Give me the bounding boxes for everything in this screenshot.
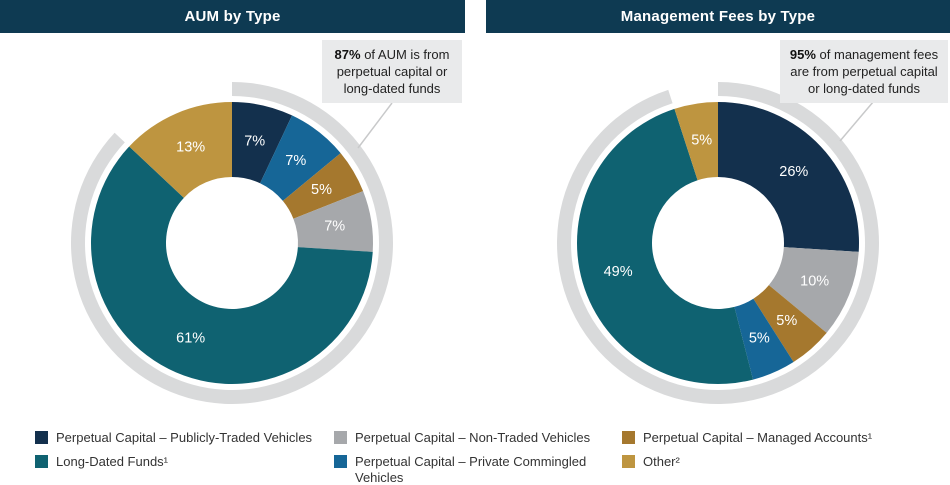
legend-swatch-gold <box>622 455 635 468</box>
legend-swatch-gray <box>334 431 347 444</box>
segment-label: 26% <box>779 164 808 180</box>
segment-label: 61% <box>176 330 205 346</box>
donut-chart-aum: 7% 7% 5% 7% 61% 13% <box>70 82 393 404</box>
donut-chart-fees: 26% 10% 5% 5% 49% 5% <box>557 82 880 405</box>
legend-label: Perpetual Capital – Private Commingled V… <box>355 454 587 485</box>
callout-text: of management fees are from perpetual ca… <box>790 47 939 97</box>
donut-segment-gray <box>768 247 859 333</box>
donut-segment-gold <box>674 102 718 181</box>
segment-label: 7% <box>285 153 306 169</box>
legend-item-non-traded: Perpetual Capital – Non-Traded Vehicles <box>334 430 590 446</box>
chart-title: AUM by Type <box>184 8 281 25</box>
donut-segment-navy <box>718 102 859 252</box>
segment-label: 7% <box>244 134 265 150</box>
legend-label: Other² <box>643 454 680 469</box>
segment-label: 10% <box>800 273 829 289</box>
callout-fees: 95% of management fees are from perpetua… <box>780 40 948 104</box>
legend: Perpetual Capital – Publicly-Traded Vehi… <box>0 425 950 485</box>
chart-title: Management Fees by Type <box>620 8 816 25</box>
legend-item-long-dated-funds: Long-Dated Funds¹ <box>35 454 168 470</box>
donut-segment-teal <box>90 146 373 384</box>
chart-panel-fees: 26% 10% 5% 5% 49% 5% Management Fees by Type … <box>486 0 950 420</box>
segment-label: 5% <box>691 132 712 148</box>
callout-percent: 95% <box>789 47 816 62</box>
segment-label: 5% <box>749 330 770 346</box>
legend-swatch-teal <box>35 455 48 468</box>
donut-segment-bronze <box>282 153 364 219</box>
segment-label: 5% <box>776 313 797 329</box>
donut-segment-blue <box>260 115 341 201</box>
donut-segment-bronze <box>753 285 827 363</box>
segment-label: 13% <box>176 140 205 156</box>
segment-label: 7% <box>324 219 345 235</box>
callout-aum: 87% of AUM is from perpetual capital or … <box>322 40 462 104</box>
legend-swatch-bronze <box>622 431 635 444</box>
donut-segment-blue <box>734 298 794 380</box>
legend-label: Perpetual Capital – Publicly-Traded Vehi… <box>56 430 313 445</box>
legend-swatch-blue <box>334 455 347 468</box>
legend-swatch-navy <box>35 431 48 444</box>
legend-item-managed-accounts: Perpetual Capital – Managed Accounts¹ <box>622 430 872 446</box>
chart-title-bar-fees: Management Fees by Type <box>486 0 950 33</box>
segment-label: 49% <box>604 264 633 280</box>
donut-segment-gold <box>129 102 232 198</box>
legend-label: Long-Dated Funds¹ <box>56 454 169 469</box>
legend-item-private-commingled: Perpetual Capital – Private Commingled V… <box>334 454 592 485</box>
donut-segment-navy <box>232 102 293 184</box>
donut-segment-gray <box>293 191 373 252</box>
donut-segment-teal <box>577 108 754 384</box>
legend-label: Perpetual Capital – Managed Accounts¹ <box>643 430 873 445</box>
callout-leader-line <box>357 102 393 149</box>
callout-text: of AUM is from perpetual capital or long… <box>336 47 450 97</box>
legend-label: Perpetual Capital – Non-Traded Vehicles <box>355 430 591 445</box>
callout-percent: 87% <box>334 47 361 62</box>
legend-item-other: Other² <box>622 454 680 470</box>
segment-label: 5% <box>311 182 332 198</box>
chart-title-bar-aum: AUM by Type <box>0 0 465 33</box>
chart-panel-aum: 7% 7% 5% 7% 61% 13% AUM by Type 87% of AUM is… <box>0 0 465 420</box>
legend-item-publicly-traded: Perpetual Capital – Publicly-Traded Vehi… <box>35 430 312 446</box>
